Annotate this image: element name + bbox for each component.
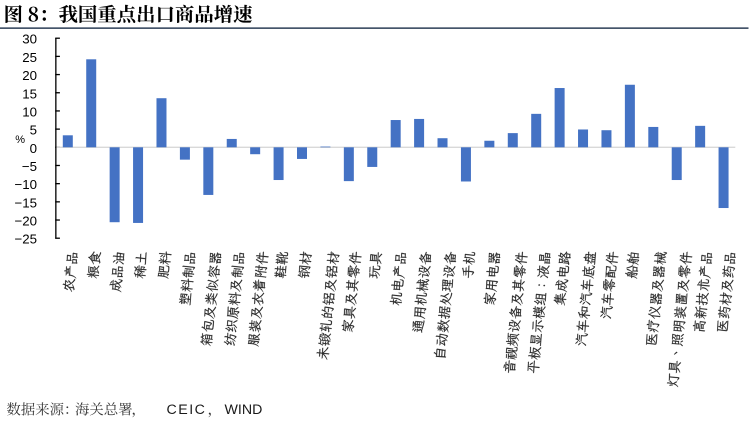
svg-text:%: % <box>15 134 25 146</box>
svg-text:0: 0 <box>30 141 37 156</box>
svg-text:10: 10 <box>22 104 37 119</box>
svg-text:−15: −15 <box>14 195 37 210</box>
svg-text:20: 20 <box>22 68 37 83</box>
svg-text:30: 30 <box>22 32 37 47</box>
svg-text:15: 15 <box>22 86 37 101</box>
svg-text:5: 5 <box>30 123 37 138</box>
svg-text:−5: −5 <box>22 159 37 174</box>
svg-text:CEIC: CEIC <box>167 402 207 418</box>
svg-text:25: 25 <box>22 50 37 65</box>
svg-text:−10: −10 <box>14 177 37 192</box>
svg-text:−20: −20 <box>14 214 37 229</box>
svg-text:WIND: WIND <box>225 402 263 418</box>
svg-text:−25: −25 <box>14 232 37 247</box>
